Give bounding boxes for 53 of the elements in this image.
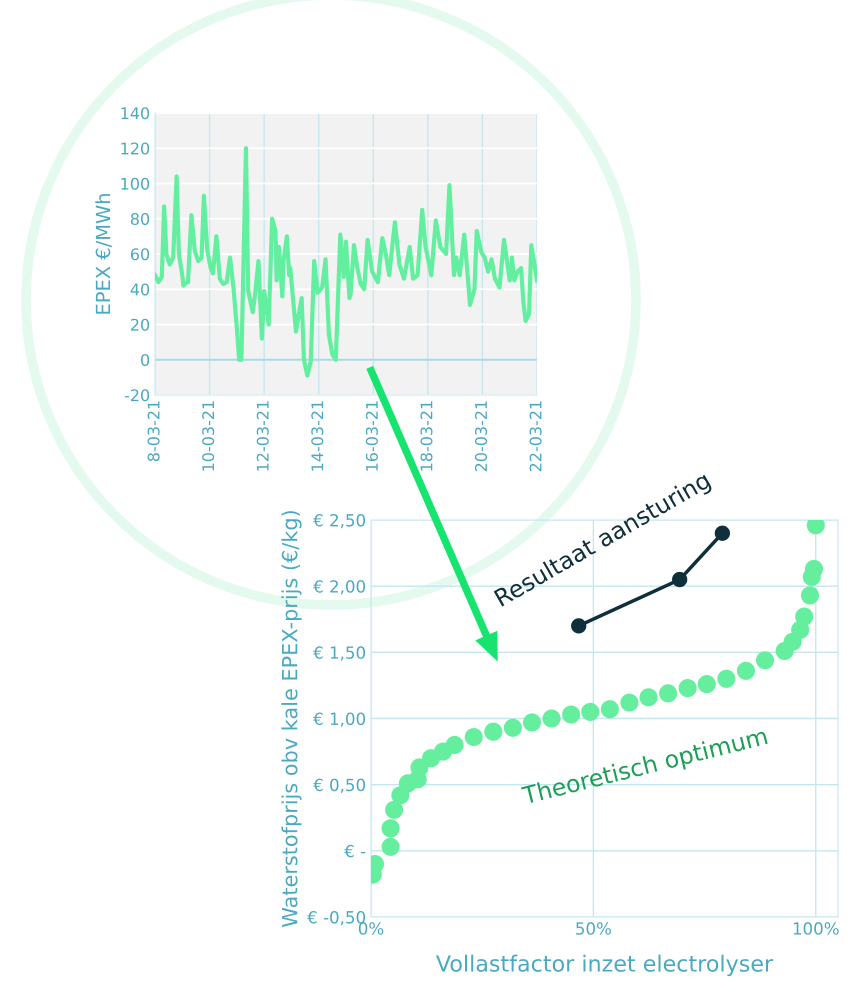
x-tick-label: 12-03-21 xyxy=(256,401,269,471)
point xyxy=(504,718,522,737)
y-axis-title: EPEX €/MWh xyxy=(95,194,112,314)
x-tick-label: 18-03-21 xyxy=(420,401,432,471)
y-tick-label: 60 xyxy=(130,248,150,260)
x-tick-label: 16-03-21 xyxy=(366,401,378,471)
point xyxy=(600,700,619,718)
point xyxy=(382,838,400,856)
x-tick-label: 14-03-21 xyxy=(311,401,324,471)
point xyxy=(484,722,502,741)
y-tick-label: € 2,50 xyxy=(313,514,366,528)
point xyxy=(382,819,400,838)
point xyxy=(800,586,820,604)
x-tick-label: 20-03-21 xyxy=(474,401,488,472)
x-tick-label: 8-03-21 xyxy=(148,401,160,462)
point xyxy=(385,800,404,819)
point xyxy=(446,736,464,754)
point xyxy=(562,705,580,724)
y-tick-label: 40 xyxy=(130,283,150,296)
y-tick-label: € 2,00 xyxy=(313,580,366,594)
y-tick-label: 120 xyxy=(121,142,150,155)
y-tick-label: 20 xyxy=(130,318,150,331)
point xyxy=(581,702,600,721)
point xyxy=(639,688,658,706)
y-tick-label: € - xyxy=(344,844,366,858)
point xyxy=(571,618,586,634)
y-tick-label: -20 xyxy=(124,389,150,402)
x-tick-label: 22-03-21 xyxy=(530,401,542,472)
point xyxy=(678,679,697,698)
y-tick-label: 80 xyxy=(130,212,150,226)
x-tick-label: 10-03-21 xyxy=(202,401,214,471)
y-tick-label: € 0,50 xyxy=(313,778,366,793)
x-axis-title: Vollastfactor inzet electrolyser xyxy=(436,954,774,976)
point xyxy=(542,709,561,728)
point xyxy=(672,572,688,588)
x-tick-label: 100% xyxy=(794,922,839,935)
x-tick-label: 50% xyxy=(576,922,611,935)
point xyxy=(795,608,814,626)
y-tick-label: 0 xyxy=(141,354,150,366)
point xyxy=(756,651,774,670)
point xyxy=(620,694,638,712)
y-tick-label: € 1,50 xyxy=(313,646,366,661)
point xyxy=(464,728,483,746)
point xyxy=(522,713,542,732)
point xyxy=(736,662,755,680)
point xyxy=(714,526,730,541)
point xyxy=(717,670,736,688)
y-tick-label: 140 xyxy=(121,107,150,120)
y-axis-title: Waterstofprijs obv kale EPEX-prijs (€/kg) xyxy=(281,511,302,928)
point xyxy=(659,684,678,702)
y-tick-label: € 1,00 xyxy=(313,712,366,727)
point xyxy=(698,675,716,694)
y-tick-label: 100 xyxy=(121,178,150,190)
